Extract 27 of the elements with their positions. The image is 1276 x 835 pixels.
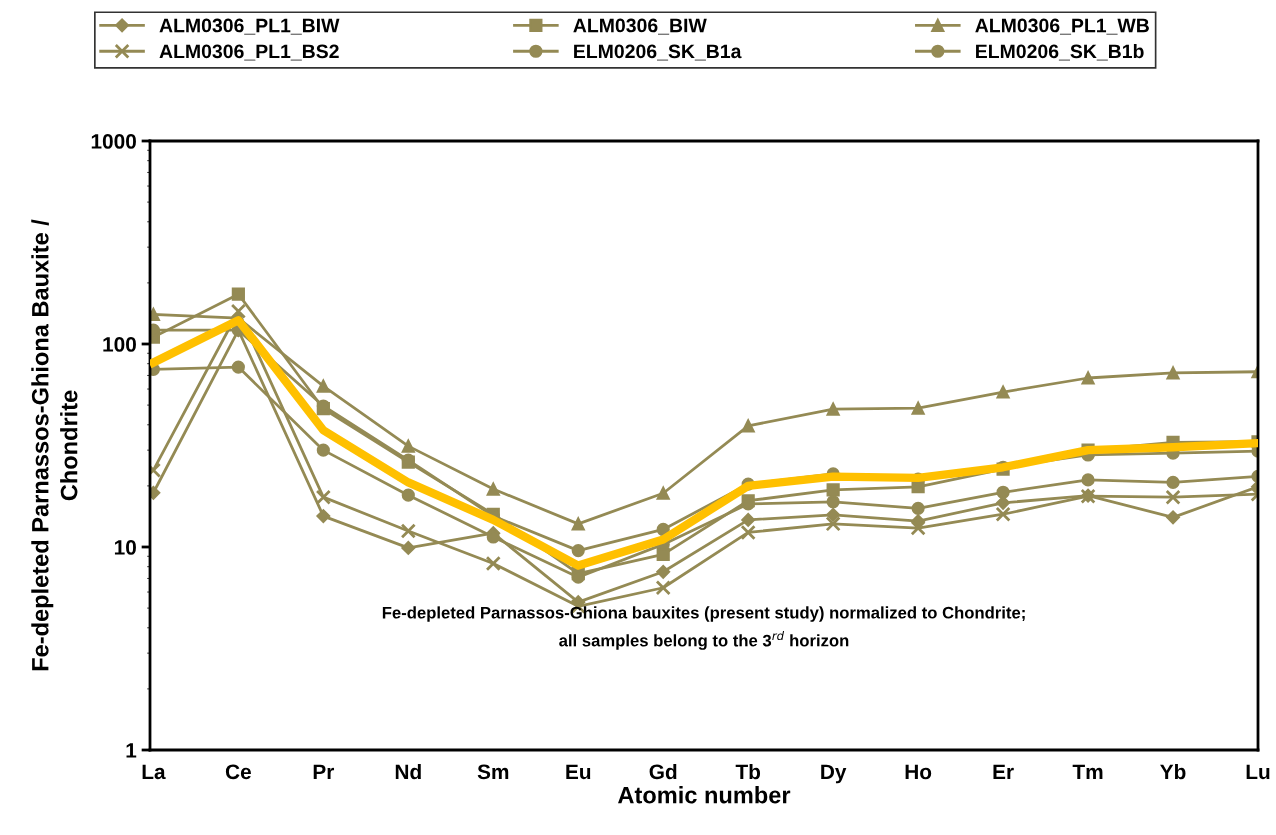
y-tick-label: 1000 <box>91 134 136 149</box>
legend-label: ALM0306_PL1_WB <box>975 18 1149 35</box>
x-tick-label: Yb <box>1160 763 1186 780</box>
legend-label: ALM0306_PL1_BS2 <box>159 44 339 61</box>
x-tick-label: Dy <box>821 764 847 784</box>
x-tick-label: La <box>142 764 166 780</box>
x-tick-label: Gd <box>649 763 677 780</box>
legend-label: ELM0206_SK_B1a <box>574 44 742 61</box>
x-tick-label: Tm <box>1072 764 1103 779</box>
x-tick-label: Ho <box>905 764 932 780</box>
x-tick-label: Er <box>993 764 1014 779</box>
x-tick-label: Tb <box>735 763 761 780</box>
y-tick-label: 100 <box>103 337 136 352</box>
x-tick-label: Sm <box>477 764 509 780</box>
x-tick-label: Nd <box>395 763 421 780</box>
x-tick-label: Lu <box>1246 764 1270 780</box>
legend-label: ELM0206_SK_B1b <box>976 43 1144 61</box>
y-tick-label: 1 <box>126 743 137 758</box>
x-tick-label: Pr <box>313 764 335 779</box>
x-tick-label: Eu <box>566 764 591 780</box>
x-axis-title: Atomic number <box>618 786 791 804</box>
legend-label: ALM0306_BIW <box>573 18 707 35</box>
x-tick-label: Ce <box>225 764 251 780</box>
y-tick-label: 10 <box>114 540 136 555</box>
y-axis-title: Fe-depleted Parnassos-Ghiona Bauxite / Chondrite <box>31 219 78 671</box>
annotation: Fe-depleted Parnassos-Ghiona bauxites (present study) normalized to Chondrite; all samples belong to the 3$^{rd}$ horizon <box>382 606 1025 650</box>
legend-label: ALM0306_PL1_BIW <box>159 18 340 35</box>
